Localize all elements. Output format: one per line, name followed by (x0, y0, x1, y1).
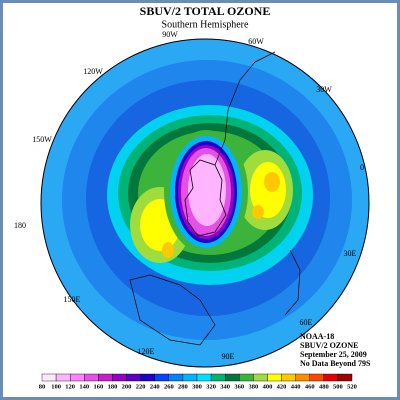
colorbar-swatch (196, 373, 212, 382)
longitude-label: 120E (138, 347, 155, 356)
colorbar-label: 500 (333, 383, 343, 390)
colorbar-swatch (210, 373, 226, 382)
colorbar-label: 200 (122, 383, 132, 390)
colorbar-label: 80 (39, 383, 46, 390)
colorbar-swatch (41, 373, 57, 382)
colorbar-swatch (309, 373, 325, 382)
colorbar-swatch (267, 373, 282, 382)
colorbar-swatch (224, 373, 240, 382)
colorbar-swatch (69, 373, 85, 382)
colorbar-label: 320 (206, 383, 216, 390)
longitude-label: 60W (248, 37, 264, 46)
colorbar-swatch (295, 373, 310, 382)
colorbar-swatch (140, 373, 155, 382)
info-line: NOAA-18 (300, 332, 334, 341)
colorbar-label: 360 (234, 383, 244, 390)
colorbar-swatch (55, 373, 71, 382)
longitude-label: 150E (64, 295, 81, 304)
longitude-label: 30W (316, 85, 332, 94)
colorbar-swatch (84, 373, 99, 382)
info-line: SBUV/2 OZONE (300, 341, 358, 350)
longitude-label: 60E (300, 318, 313, 327)
colorbar-swatch (112, 373, 127, 382)
colorbar-label: 100 (51, 383, 61, 390)
colorbar-label: 400 (263, 383, 273, 390)
colorbar-label: 220 (136, 383, 146, 390)
colorbar-label: 240 (150, 383, 160, 390)
longitude-label: 180 (14, 221, 26, 230)
colorbar-swatch (168, 373, 184, 382)
longitude-label: 90W (162, 30, 178, 39)
longitude-label: 120W (83, 67, 103, 76)
colorbar-swatch (154, 373, 170, 382)
colorbar-label: 180 (108, 383, 118, 390)
colorbar-swatch (126, 373, 141, 382)
ozone-map (40, 38, 370, 368)
colorbar-swatch (323, 373, 339, 382)
colorbar-label: 140 (79, 383, 89, 390)
colorbar-swatch (337, 373, 353, 382)
colorbar-swatch (98, 373, 113, 382)
colorbar-label: 480 (319, 383, 329, 390)
longitude-label: 0 (360, 163, 364, 172)
colorbar: 80 100 120 140 160 180 200 220 240 260 280 300 320 34… (39, 373, 357, 390)
longitude-label: 150W (32, 135, 52, 144)
longitude-label: 90E (222, 352, 235, 361)
longitude-labels: 90W 60W 120W 30W 150W 0 180 30E 150E 60E 120E 90E (14, 30, 364, 361)
colorbar-label: 460 (305, 383, 315, 390)
title: SBUV/2 TOTAL OZONE (140, 4, 271, 18)
info-line: September 25, 2009 (300, 350, 367, 359)
colorbar-label: 160 (93, 383, 103, 390)
colorbar-swatch (253, 373, 268, 382)
colorbar-label: 280 (178, 383, 188, 390)
colorbar-swatch (239, 373, 254, 382)
colorbar-label: 520 (347, 383, 357, 390)
info-line: No Data Beyond 79S (300, 359, 371, 368)
colorbar-label: 380 (248, 383, 258, 390)
colorbar-label: 260 (164, 383, 174, 390)
colorbar-label: 120 (65, 383, 75, 390)
colorbar-label: 300 (192, 383, 202, 390)
colorbar-label: 440 (291, 383, 301, 390)
longitude-label: 30E (344, 249, 357, 258)
colorbar-label: 420 (277, 383, 287, 390)
subtitle: Southern Hemisphere (162, 19, 249, 30)
colorbar-swatch (182, 373, 198, 382)
colorbar-swatch (281, 373, 296, 382)
colorbar-label: 340 (220, 383, 230, 390)
